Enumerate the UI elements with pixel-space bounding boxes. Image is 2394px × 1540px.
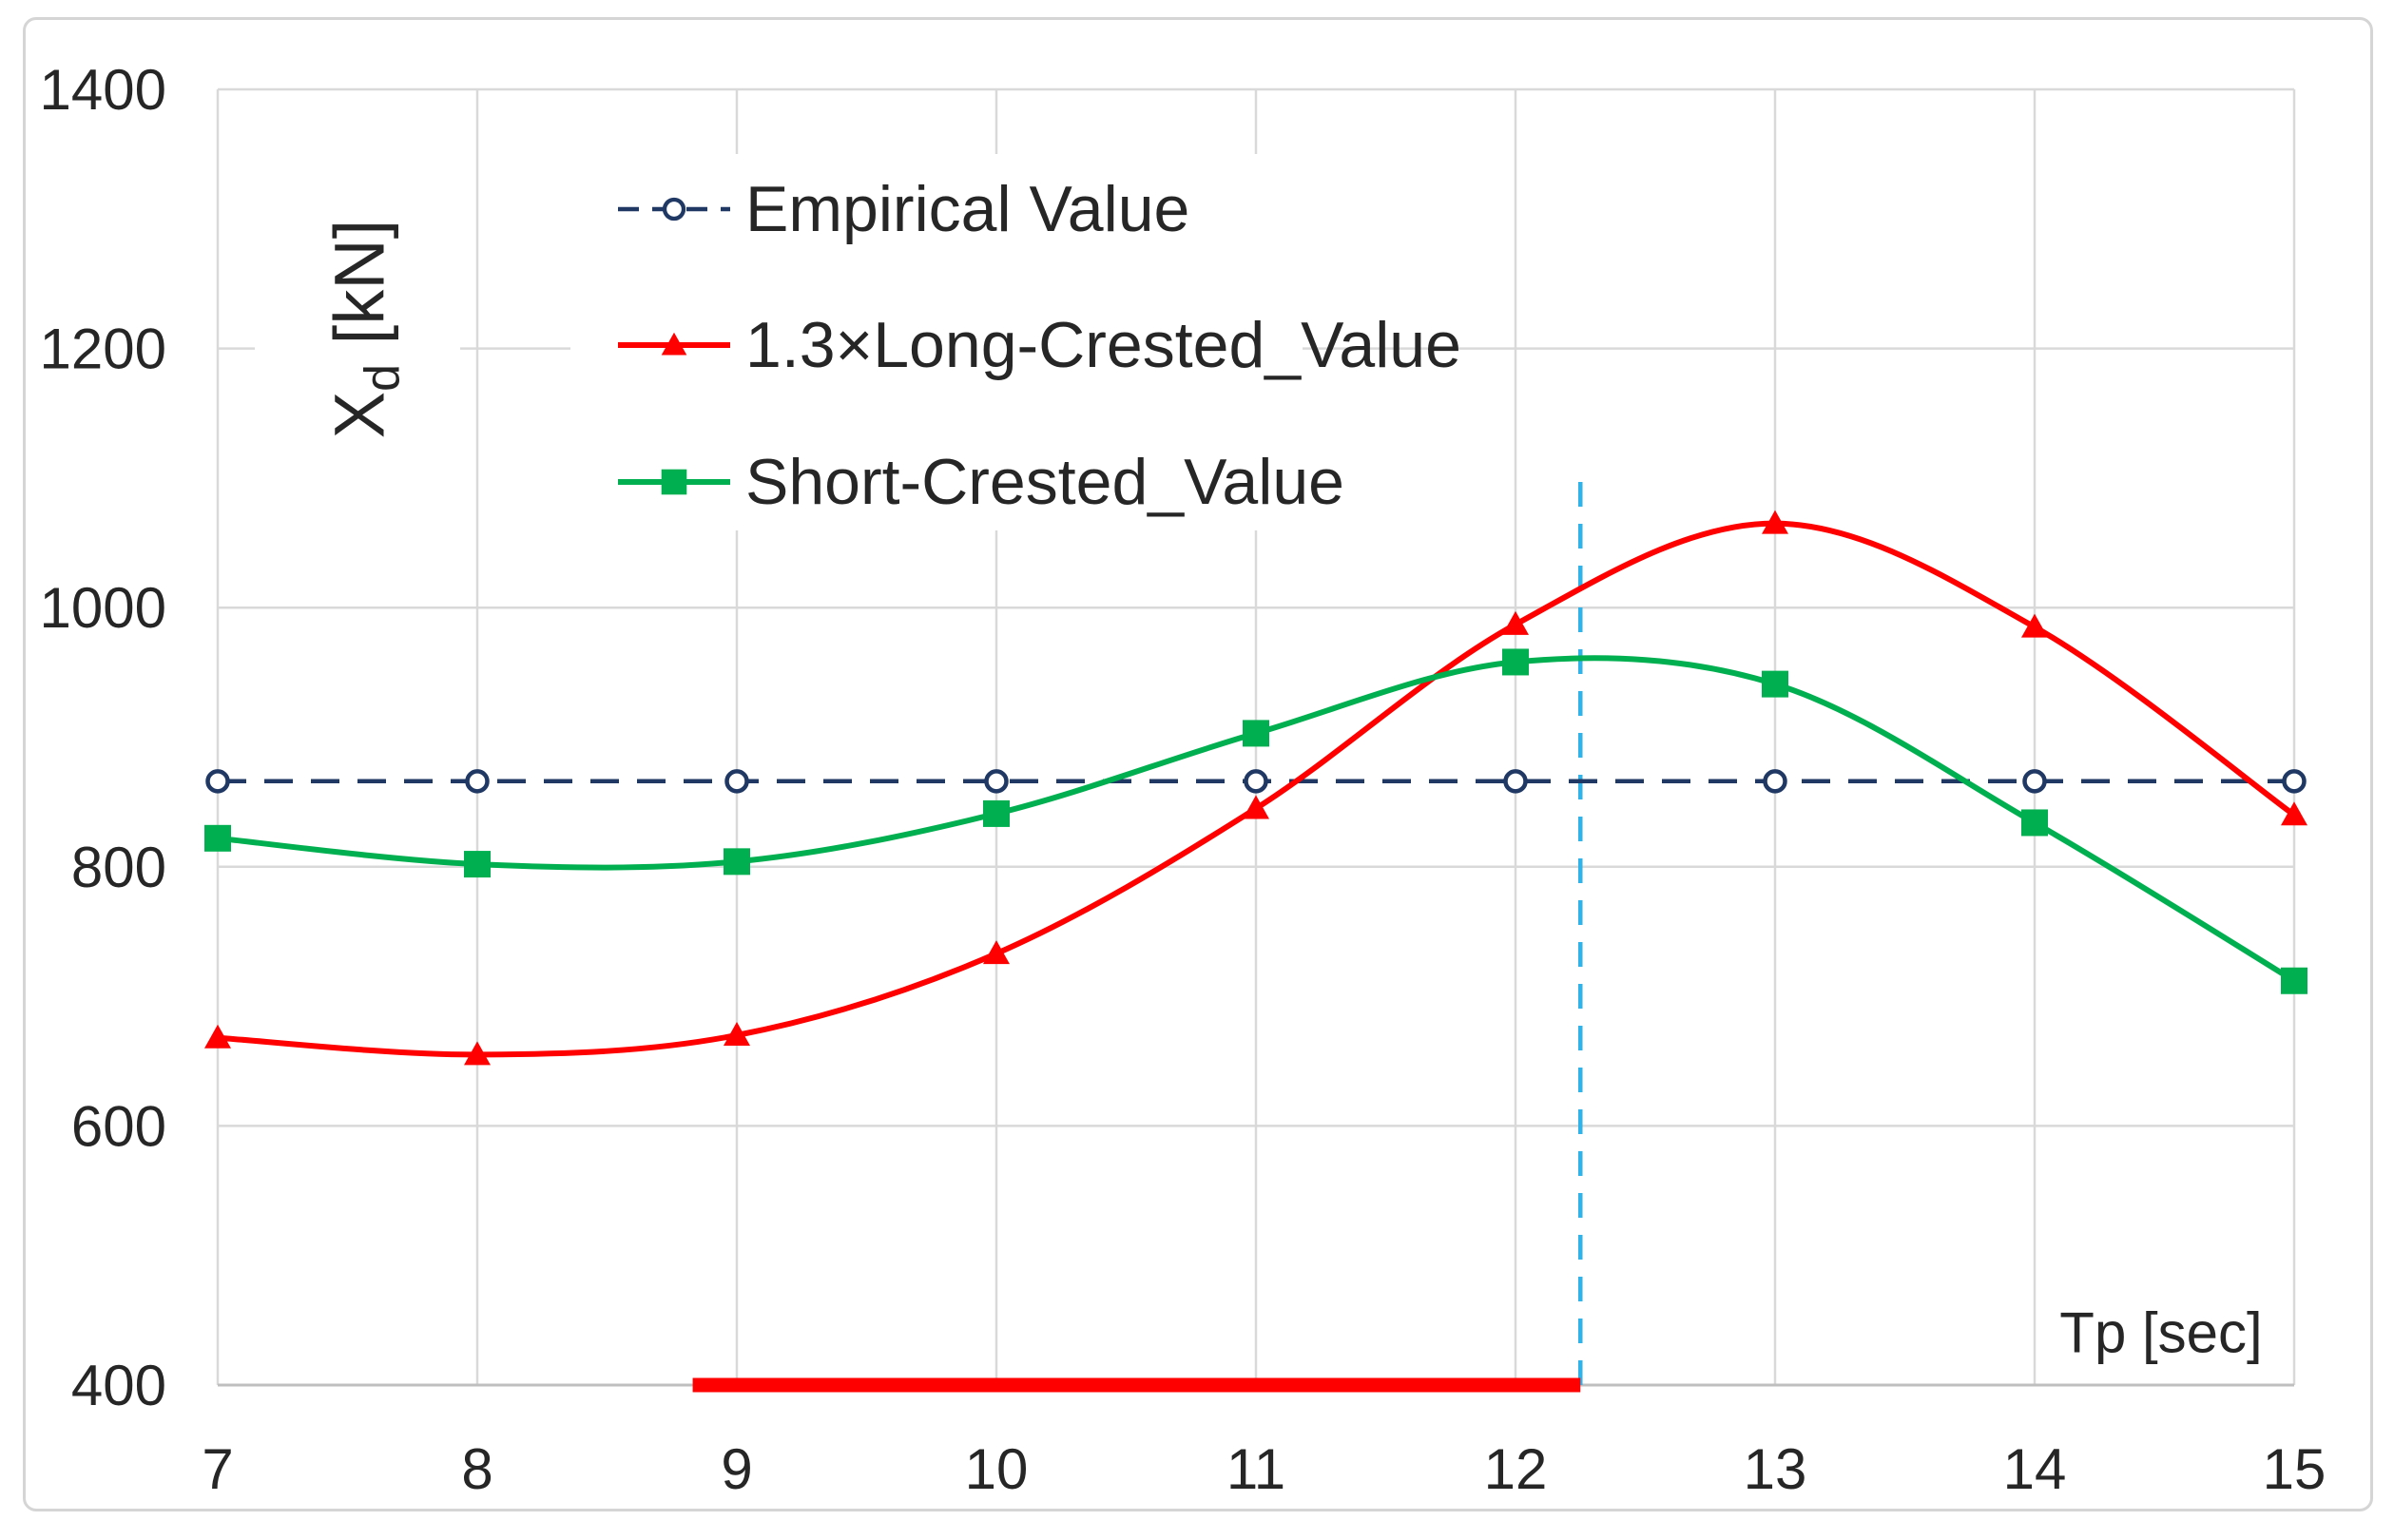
marker-circle bbox=[465, 769, 490, 794]
marker-square bbox=[1243, 720, 1269, 747]
y-tick-label: 1000 bbox=[40, 576, 166, 640]
series-markers bbox=[204, 510, 2307, 1066]
marker-circle bbox=[205, 769, 230, 794]
tick-labels: 400 600 800 1000 1200 1400 7 8 9 10 11 12 13 14 15 bbox=[40, 58, 2326, 1501]
marker-circle bbox=[1503, 769, 1528, 794]
y-tick-label: 1400 bbox=[40, 58, 166, 122]
marker-square bbox=[464, 851, 491, 878]
marker-square bbox=[983, 799, 1010, 827]
series-markers-empirical bbox=[205, 769, 2307, 794]
marker-triangle bbox=[2281, 801, 2307, 826]
x-tick-label: 12 bbox=[1484, 1437, 1548, 1501]
legend-item-long-crested: 1.3×Long-Crested_Value bbox=[616, 305, 1461, 385]
x-tick-label: 13 bbox=[1744, 1437, 1807, 1501]
series-markers-short-crested bbox=[204, 648, 2307, 994]
marker-circle bbox=[2022, 769, 2047, 794]
marker-circle bbox=[724, 769, 749, 794]
legend-label-empirical: Empirical Value bbox=[745, 173, 1190, 245]
x-tick-label: 8 bbox=[461, 1437, 492, 1501]
y-axis-title: Xd [kN] bbox=[319, 205, 410, 452]
x-tick-label: 9 bbox=[721, 1437, 752, 1501]
marker-circle bbox=[1763, 769, 1787, 794]
marker-square bbox=[2021, 809, 2048, 837]
marker-circle bbox=[662, 197, 686, 221]
marker-square bbox=[2281, 967, 2307, 994]
legend-label-short-crested: Short-Crested_Value bbox=[745, 446, 1344, 518]
legend-item-short-crested: Short-Crested_Value bbox=[616, 442, 1344, 522]
x-tick-label: 11 bbox=[1226, 1437, 1285, 1501]
y-axis-title-unit: [kN] bbox=[319, 219, 399, 345]
marker-triangle bbox=[724, 1021, 750, 1046]
x-tick-label: 10 bbox=[965, 1437, 1029, 1501]
marker-circle bbox=[1244, 769, 1268, 794]
legend-item-empirical: Empirical Value bbox=[616, 169, 1189, 249]
x-tick-label: 14 bbox=[2003, 1437, 2067, 1501]
y-tick-label: 1200 bbox=[40, 318, 166, 381]
marker-triangle bbox=[204, 1024, 231, 1049]
y-axis-title-main: X bbox=[319, 391, 399, 439]
x-tick-label: 15 bbox=[2263, 1437, 2326, 1501]
marker-square bbox=[204, 824, 231, 852]
legend-label-long-crested: 1.3×Long-Crested_Value bbox=[745, 309, 1461, 381]
series-line-long-crested bbox=[217, 520, 2296, 1058]
marker-triangle bbox=[2021, 613, 2048, 638]
y-tick-label: 400 bbox=[71, 1354, 166, 1417]
marker-square bbox=[661, 469, 687, 495]
series-markers-long-crested bbox=[204, 510, 2307, 1066]
marker-triangle bbox=[464, 1041, 491, 1066]
legend-sample-empirical-icon bbox=[618, 197, 730, 221]
legend-sample-long-crested-icon bbox=[618, 332, 730, 356]
x-tick-label: 7 bbox=[202, 1437, 233, 1501]
y-axis-title-sub: d bbox=[355, 363, 411, 392]
marker-square bbox=[1502, 648, 1529, 676]
marker-square bbox=[724, 848, 750, 876]
marker-triangle bbox=[1502, 610, 1529, 635]
marker-triangle bbox=[1762, 510, 1788, 534]
y-tick-label: 600 bbox=[71, 1094, 166, 1158]
marker-triangle bbox=[1243, 795, 1269, 819]
marker-circle bbox=[2282, 769, 2307, 794]
marker-square bbox=[1762, 670, 1788, 698]
marker-circle bbox=[984, 769, 1009, 794]
legend-sample-short-crested-icon bbox=[618, 469, 730, 495]
marker-triangle bbox=[661, 332, 687, 356]
y-tick-label: 800 bbox=[71, 836, 166, 899]
marker-triangle bbox=[983, 940, 1010, 965]
x-axis-title: Tp [sec] bbox=[2040, 1298, 2282, 1368]
annotations bbox=[692, 477, 1583, 1393]
